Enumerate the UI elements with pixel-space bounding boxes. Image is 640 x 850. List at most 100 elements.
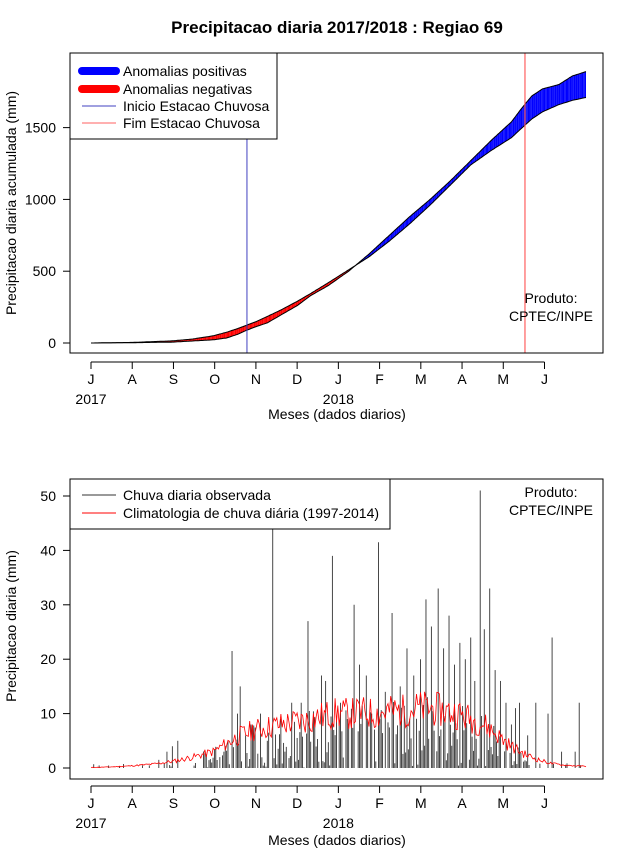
legend-label: Fim Estacao Chuvosa <box>123 115 260 131</box>
negative-anomaly-segment <box>240 327 242 334</box>
negative-anomaly-segment <box>199 337 201 341</box>
negative-anomaly-segment <box>198 337 200 341</box>
positive-anomaly-segment <box>488 141 490 153</box>
negative-anomaly-segment <box>278 310 280 317</box>
x-tick-label: S <box>169 371 178 387</box>
positive-anomaly-segment <box>428 199 431 207</box>
negative-anomaly-segment <box>287 305 289 312</box>
product-note: CPTEC/INPE <box>509 502 593 518</box>
positive-anomaly-segment <box>409 215 412 224</box>
negative-anomaly-segment <box>256 320 258 327</box>
x-tick-label: D <box>292 371 302 387</box>
positive-anomaly-segment <box>549 86 551 109</box>
negative-anomaly-segment <box>218 334 220 340</box>
positive-anomaly-segment <box>424 202 426 211</box>
y-tick-label: 40 <box>40 542 56 558</box>
negative-anomaly-segment <box>213 335 215 340</box>
positive-anomaly-segment <box>412 213 414 222</box>
positive-anomaly-segment <box>491 139 493 151</box>
positive-anomaly-segment <box>583 72 585 99</box>
positive-anomaly-segment <box>390 232 393 240</box>
x-tick-label: J <box>335 371 342 387</box>
positive-anomaly-segment <box>505 125 508 142</box>
negative-anomaly-segment <box>293 302 295 308</box>
negative-anomaly-segment <box>227 331 230 338</box>
positive-anomaly-segment <box>398 225 401 234</box>
positive-anomaly-segment <box>530 96 532 121</box>
positive-anomaly-segment <box>393 230 395 238</box>
legend: Chuva diaria observada Climatologia de c… <box>69 478 391 530</box>
positive-anomaly-segment <box>501 129 504 144</box>
x-tick-label: O <box>209 795 220 811</box>
y-axis-label: Precipitacao diaria (mm) <box>3 550 19 702</box>
positive-anomaly-segment <box>394 229 397 237</box>
negative-anomaly-segment <box>203 337 205 341</box>
positive-anomaly-segment <box>507 124 509 141</box>
positive-anomaly-segment <box>404 220 406 229</box>
positive-anomaly-segment <box>531 95 534 119</box>
x-axis: J A S O N D J F M A M J 2017 2018 <box>75 785 548 831</box>
negative-anomaly-segment <box>279 309 281 316</box>
positive-anomaly-segment <box>503 128 505 143</box>
daily-panel: 0 10 20 30 40 50 J A S O N D J F M A M J 2017 2018 Precipi… <box>3 478 604 848</box>
positive-anomaly-segment <box>481 148 483 158</box>
positive-anomaly-segment <box>385 237 387 245</box>
negative-anomaly-segment <box>206 336 208 341</box>
legend-label: Inicio Estacao Chuvosa <box>123 98 270 114</box>
negative-anomaly-segment <box>214 335 216 340</box>
positive-anomaly-segment <box>567 78 569 103</box>
legend-label: Anomalias positivas <box>123 63 247 79</box>
positive-anomaly-segment <box>545 87 547 111</box>
negative-anomaly-segment <box>294 302 296 308</box>
positive-anomaly-segment <box>425 201 428 209</box>
legend-box <box>69 478 391 530</box>
positive-anomaly-segment <box>397 226 399 235</box>
y-tick-label: 0 <box>48 760 56 776</box>
x-year-label: 2017 <box>75 815 106 831</box>
negative-anomaly-segment <box>210 336 212 340</box>
climatology-accumulated-line <box>91 97 587 344</box>
negative-anomaly-segment <box>236 328 238 335</box>
positive-anomaly-segment <box>571 75 573 101</box>
negative-anomaly-segment <box>226 331 228 338</box>
negative-anomaly-segment <box>241 326 243 333</box>
positive-anomaly-segment <box>408 216 410 225</box>
positive-anomaly-segment <box>550 86 553 109</box>
x-year-label: 2018 <box>323 815 354 831</box>
x-axis-label: Meses (dados diarios) <box>268 406 406 422</box>
negative-anomaly-segment <box>259 319 261 326</box>
positive-anomaly-segment <box>533 94 535 119</box>
negative-anomaly-segment <box>265 316 268 324</box>
negative-anomaly-segment <box>275 311 277 319</box>
y-axis: 0 500 1000 1500 <box>25 120 71 351</box>
positive-anomaly-segment <box>504 126 506 142</box>
negative-anomaly-segment <box>257 320 260 327</box>
negative-anomaly-segment <box>248 324 250 330</box>
positive-anomaly-segment <box>516 112 519 133</box>
positive-anomaly-segment <box>518 111 520 132</box>
x-axis-label: Meses (dados diarios) <box>268 832 406 848</box>
figure-title: Precipitacao diaria 2017/2018 : Regiao 6… <box>171 18 503 37</box>
x-tick-label: A <box>457 795 467 811</box>
x-year-label: 2017 <box>75 391 106 407</box>
negative-anomaly-segment <box>242 326 245 332</box>
y-axis-label: Precipitacao diaria acumulada (mm) <box>3 91 19 315</box>
negative-anomaly-segment <box>204 336 207 341</box>
positive-anomaly-segment <box>577 73 580 100</box>
negative-anomaly-segment <box>263 317 265 325</box>
x-tick-label: S <box>169 795 178 811</box>
y-tick-label: 1000 <box>25 191 56 207</box>
positive-anomaly-segment <box>474 155 477 163</box>
negative-anomaly-segment <box>238 327 241 334</box>
positive-anomaly-segment <box>572 75 574 101</box>
positive-anomaly-segment <box>489 140 492 152</box>
positive-anomaly-segment <box>537 91 539 116</box>
legend-label: Climatologia de chuva diária (1997-2014) <box>123 505 379 521</box>
positive-anomaly-segment <box>556 84 558 106</box>
positive-anomaly-segment <box>411 214 413 223</box>
negative-anomaly-segment <box>230 330 233 337</box>
negative-anomaly-segment <box>229 330 231 338</box>
positive-anomaly-segment <box>546 87 549 111</box>
x-tick-label: M <box>415 795 427 811</box>
